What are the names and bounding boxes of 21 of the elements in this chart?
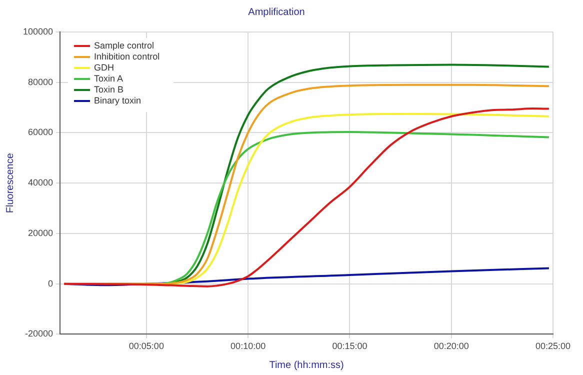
chart-title: Amplification bbox=[248, 6, 305, 18]
x-tick-label: 00:20:00 bbox=[434, 341, 469, 352]
legend-label: GDH bbox=[94, 62, 114, 72]
y-tick-label: 20000 bbox=[28, 228, 54, 238]
x-tick-label: 00:10:00 bbox=[230, 341, 266, 352]
y-axis-title: Fluorescence bbox=[4, 152, 16, 214]
x-axis-title: Time (hh:mm:ss) bbox=[269, 360, 344, 371]
x-tick-label: 00:05:00 bbox=[128, 341, 164, 352]
y-tick-label: -20000 bbox=[25, 328, 54, 339]
y-tick-label: 100000 bbox=[22, 26, 54, 36]
legend-label: Toxin B bbox=[94, 84, 124, 94]
legend-label: Sample control bbox=[94, 40, 154, 50]
x-tick-label: 00:25:00 bbox=[535, 341, 571, 352]
legend-label: Toxin A bbox=[94, 73, 124, 84]
y-tick-label: 40000 bbox=[28, 178, 54, 188]
legend-label: Binary toxin bbox=[94, 95, 142, 106]
legend-label: Inhibition control bbox=[94, 51, 160, 62]
y-tick-label: 60000 bbox=[28, 127, 54, 138]
y-tick-label: 80000 bbox=[28, 76, 54, 87]
y-tick-label: 0 bbox=[48, 278, 54, 288]
x-tick-label: 00:15:00 bbox=[332, 341, 368, 352]
